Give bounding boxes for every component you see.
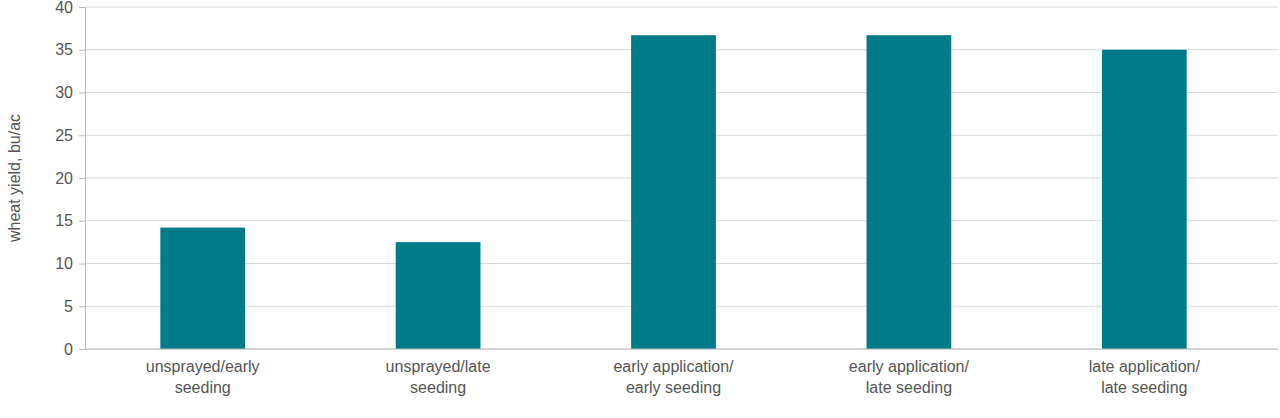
y-axis-line (79, 8, 86, 350)
y-tick-mark (79, 306, 85, 307)
y-tick-mark (79, 50, 85, 51)
y-tick-label: 20 (55, 170, 73, 187)
bar (160, 228, 245, 349)
x-tick-label-line: early application/ (613, 358, 734, 375)
plot-area: 0510152025303540unsprayed/earlyseedingun… (55, 0, 1278, 396)
y-axis: 0 5 10 15 20 25 30 35 40 (55, 0, 85, 358)
x-tick: early application/early seeding (613, 349, 734, 396)
y-tick-mark (79, 178, 85, 179)
y-tick-label: 35 (55, 41, 73, 58)
x-tick-label: late application/late seeding (1089, 358, 1201, 396)
y-tick: 0 (64, 341, 85, 358)
y-tick-mark (79, 349, 85, 350)
bar (1102, 50, 1187, 349)
x-tick-label-line: unsprayed/early (146, 358, 260, 375)
y-tick-label: 0 (64, 341, 73, 358)
y-tick: 15 (55, 212, 85, 229)
y-tick-mark (79, 7, 85, 8)
x-tick: unsprayed/late seeding (386, 349, 491, 396)
y-tick-mark (79, 221, 85, 222)
y-tick: 10 (55, 255, 85, 272)
y-tick-mark (79, 264, 85, 265)
x-tick-label-line: early application/ (849, 358, 970, 375)
grid (85, 7, 1278, 349)
x-tick-label-line: seeding (410, 379, 466, 396)
x-tick-label-line: late application/ (1089, 358, 1201, 375)
x-tick-label-line: early seeding (626, 379, 721, 396)
bar (867, 35, 952, 349)
y-tick: 35 (55, 41, 85, 58)
x-tick-label-line: late seeding (1101, 379, 1187, 396)
y-tick-label: 25 (55, 127, 73, 144)
bar (631, 35, 716, 349)
x-tick: late application/late seeding (1089, 349, 1201, 396)
y-tick-label: 30 (55, 84, 73, 101)
y-tick-label: 5 (64, 298, 73, 315)
y-tick: 20 (55, 170, 85, 187)
y-axis-title: wheat yield, bu/ac (6, 114, 23, 243)
x-tick-label: unsprayed/late seeding (386, 358, 491, 396)
x-tick: unsprayed/early seeding (146, 349, 260, 396)
y-tick-mark (79, 135, 85, 136)
x-tick-label-line: unsprayed/late (386, 358, 491, 375)
y-tick: 25 (55, 127, 85, 144)
x-tick-label: unsprayed/early seeding (146, 358, 260, 396)
x-axis: unsprayed/early seeding unsprayed/late seed… (85, 349, 1278, 396)
y-tick: 30 (55, 84, 85, 101)
x-tick-label: early application/late seeding (849, 358, 970, 396)
y-tick-label: 40 (55, 0, 73, 16)
x-axis-line (85, 349, 1278, 350)
chart: 0510152025303540unsprayed/earlyseedingun… (0, 0, 1280, 418)
x-tick-label-line: seeding (175, 379, 231, 396)
y-tick-label: 15 (55, 212, 73, 229)
grid-line (85, 7, 1278, 8)
bars (160, 35, 1186, 349)
y-tick: 5 (64, 298, 85, 315)
x-tick-label-line: late seeding (866, 379, 952, 396)
grid-line (85, 349, 1278, 350)
y-tick-mark (79, 93, 85, 94)
bar (396, 242, 481, 349)
x-tick-label: early application/early seeding (613, 358, 734, 396)
y-tick: 40 (55, 0, 85, 16)
y-tick-label: 10 (55, 255, 73, 272)
x-tick: early application/late seeding (849, 349, 970, 396)
